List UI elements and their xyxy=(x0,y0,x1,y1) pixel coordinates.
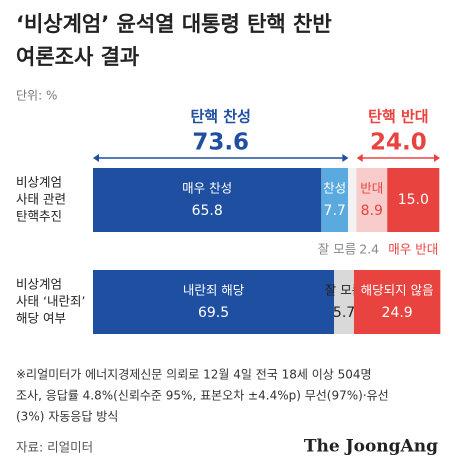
segment-value: 69.5 xyxy=(198,305,229,321)
note: 조사, 응답률 4.8%(신뢰수준 95%, 표본오차 ±4.4%p) 무선(9… xyxy=(16,389,389,403)
bar-segment xyxy=(93,270,335,334)
segment-name: 내란죄 해당 xyxy=(183,283,245,298)
bar-segment xyxy=(387,168,440,232)
segment-value: 8.9 xyxy=(361,203,383,219)
bar-segment xyxy=(353,270,441,334)
row-label: 사태 ‘내란죄’ xyxy=(16,294,85,309)
arrow-head xyxy=(93,154,99,162)
bar-segment xyxy=(321,168,349,232)
row-label: 비상계엄 xyxy=(16,277,62,292)
segment-name: 잘 모름 xyxy=(318,242,356,257)
title: ‘비상계엄’ 윤석열 대통령 탄핵 찬반 xyxy=(16,12,332,36)
segment-name: 찬성 xyxy=(323,181,346,196)
brand: The JoongAng xyxy=(304,437,438,457)
bar-segment xyxy=(334,270,354,334)
segment-name: 해당되지 않음 xyxy=(361,283,434,298)
segment-value: 65.8 xyxy=(192,203,223,219)
segment-value: 2.4 xyxy=(359,242,379,257)
title: 여론조사 결과 xyxy=(16,45,139,69)
group-name: 탄핵 찬성 xyxy=(190,108,250,126)
note: ※리얼미터가 에너지경제신문 의뢰로 12월 4일 전국 18세 이상 504명 xyxy=(16,368,372,382)
source: 자료: 리얼미터 xyxy=(16,440,93,455)
segment-name: 매우 찬성 xyxy=(182,181,232,196)
row-label: 사태 관련 xyxy=(16,192,66,207)
segment-value: 7.7 xyxy=(324,203,346,219)
row-label: 해당 여부 xyxy=(16,311,66,326)
segment-value: 15.0 xyxy=(398,192,429,208)
segment-name: 잘 모름 xyxy=(325,283,363,298)
segment-value: 24.9 xyxy=(382,305,413,321)
row-label: 비상계엄 xyxy=(16,175,62,190)
row-label: 탄핵추진 xyxy=(16,209,62,224)
segment-name: 매우 반대 xyxy=(388,242,438,257)
segment-name: 반대 xyxy=(360,181,383,196)
bar-segment xyxy=(93,168,322,232)
arrow-head xyxy=(434,154,440,162)
note: (3%) 자동응답 방식 xyxy=(16,410,118,424)
group-name: 탄핵 반대 xyxy=(368,108,428,126)
unit: 단위: % xyxy=(16,89,57,103)
bar-segment xyxy=(348,168,357,232)
bar-segment xyxy=(356,168,388,232)
segment-value: 5.7 xyxy=(333,305,355,321)
arrow-head xyxy=(342,154,349,162)
group-value: 24.0 xyxy=(370,130,427,156)
group-value: 73.6 xyxy=(192,130,249,156)
arrow-head xyxy=(356,154,363,162)
